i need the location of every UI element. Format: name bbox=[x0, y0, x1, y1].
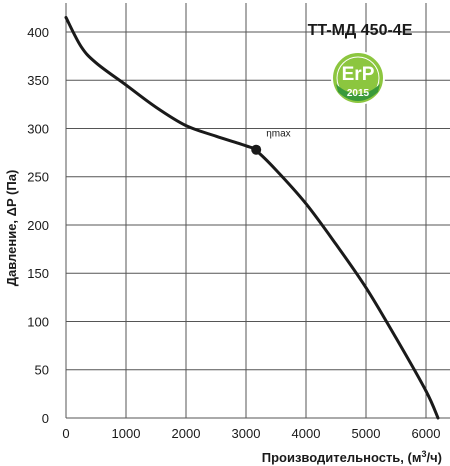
x-tick-label-5: 5000 bbox=[352, 426, 381, 441]
y-axis-title: Давление, ΔP (Па) bbox=[4, 170, 19, 287]
y-tick-label-4: 200 bbox=[27, 218, 49, 233]
x-tick-label-3: 3000 bbox=[232, 426, 261, 441]
grid bbox=[65, 3, 450, 419]
chart-title: TT-МД 450-4E bbox=[308, 22, 413, 39]
y-tick-label-5: 250 bbox=[27, 170, 49, 185]
tick-labels: 0 1000 2000 3000 4000 5000 6000 0 50 100 150 200 250… bbox=[27, 25, 440, 441]
y-tick-label-2: 100 bbox=[27, 314, 49, 329]
eta-max-label: ηmax bbox=[266, 129, 290, 140]
x-axis-title-sup: 3 bbox=[421, 449, 426, 459]
erp-badge-text: ErP bbox=[342, 64, 375, 85]
x-axis-title-main: Производительность, (м bbox=[262, 450, 422, 465]
eta-max-point bbox=[251, 144, 262, 155]
y-tick-label-6: 300 bbox=[27, 121, 49, 136]
erp-badge-year: 2015 bbox=[347, 88, 370, 99]
y-tick-label-0: 0 bbox=[42, 411, 49, 426]
y-tick-label-1: 50 bbox=[35, 363, 49, 378]
x-axis-title-end: /ч) bbox=[427, 450, 443, 465]
annotations: ηmax bbox=[251, 129, 291, 155]
y-tick-label-7: 350 bbox=[27, 73, 49, 88]
x-tick-label-1: 1000 bbox=[112, 426, 141, 441]
y-tick-label-3: 150 bbox=[27, 266, 49, 281]
x-tick-label-4: 4000 bbox=[292, 426, 321, 441]
x-tick-label-2: 2000 bbox=[172, 426, 201, 441]
y-tick-label-8: 400 bbox=[27, 25, 49, 40]
x-tick-label-0: 0 bbox=[62, 426, 69, 441]
x-axis-title: Производительность, (м3/ч) bbox=[262, 449, 442, 465]
x-tick-label-6: 6000 bbox=[412, 426, 441, 441]
erp-2015-badge: ErP 2015 bbox=[331, 51, 385, 105]
